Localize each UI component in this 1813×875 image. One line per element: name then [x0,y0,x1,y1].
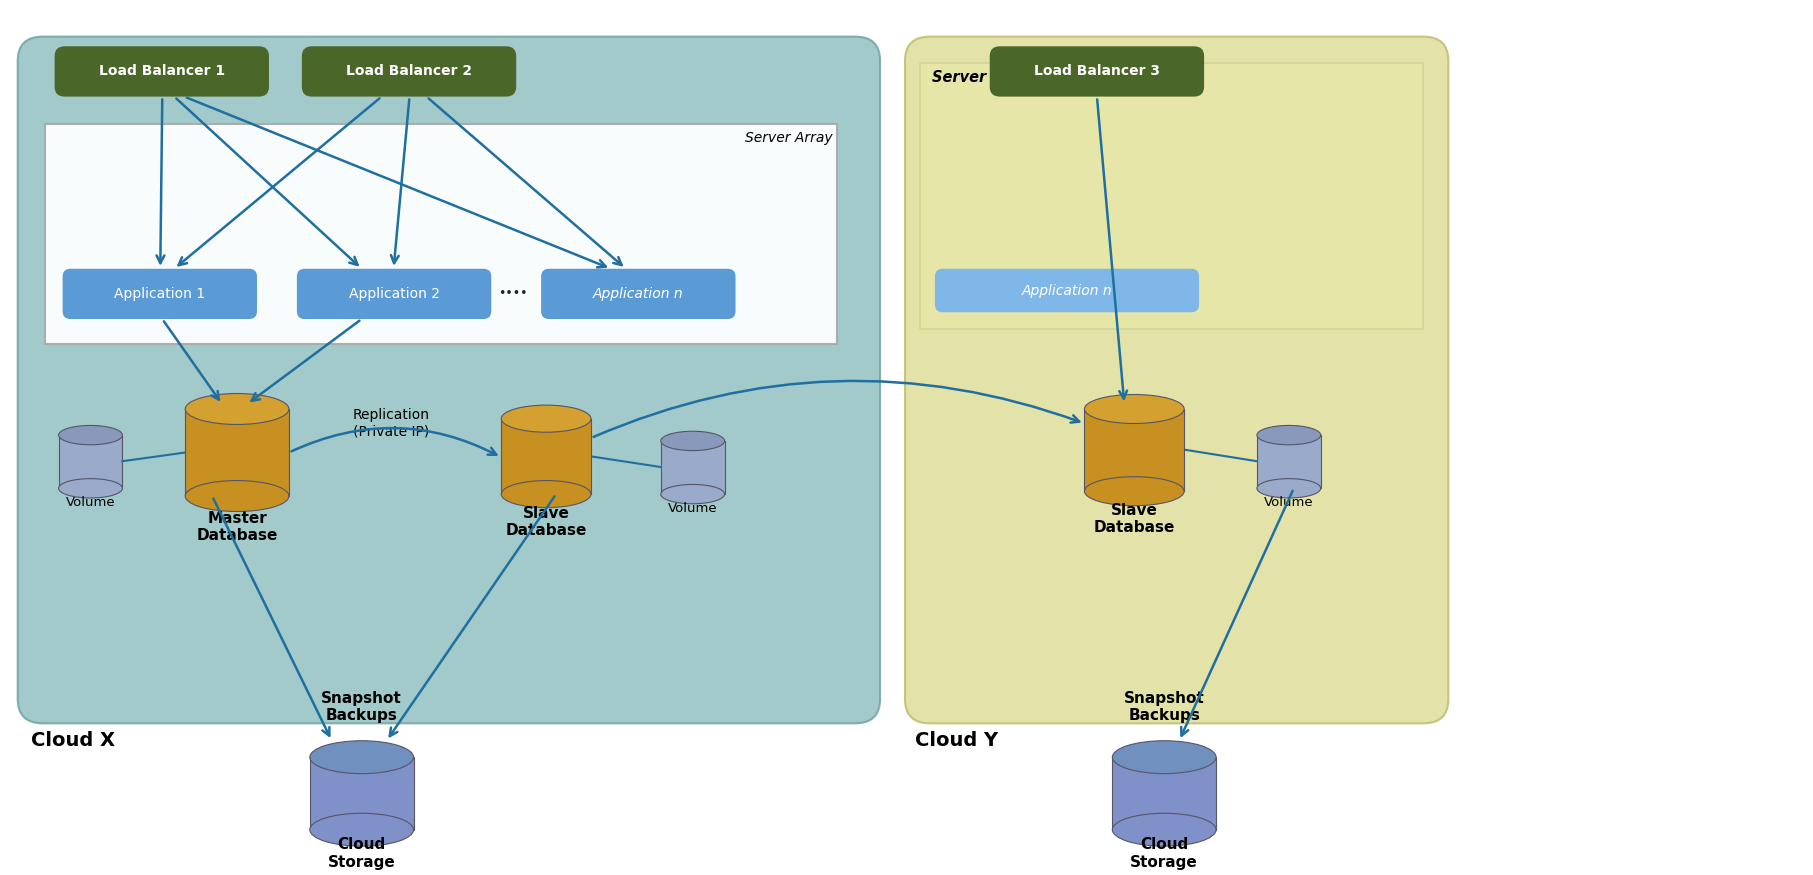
Bar [919,63,1423,329]
FancyBboxPatch shape [301,46,517,96]
Ellipse shape [500,405,591,432]
Text: Cloud X: Cloud X [31,732,114,750]
Bar [45,123,838,344]
Ellipse shape [1084,477,1184,506]
FancyBboxPatch shape [18,37,879,724]
Bar [660,441,725,494]
Text: Cloud Y: Cloud Y [916,732,999,750]
Text: Snapshot
Backups: Snapshot Backups [321,691,402,724]
FancyBboxPatch shape [905,37,1449,724]
Text: Application n: Application n [1023,284,1113,298]
Text: ••••: •••• [499,287,528,300]
Ellipse shape [1113,741,1217,774]
Ellipse shape [310,741,413,774]
Text: Volume: Volume [667,502,718,514]
Bar [1084,409,1184,491]
Ellipse shape [185,480,288,512]
Bar [185,409,288,496]
FancyBboxPatch shape [936,269,1198,312]
Bar [310,757,413,830]
Text: Application n: Application n [593,287,684,301]
Text: Application 1: Application 1 [114,287,205,301]
Text: Load Balancer 1: Load Balancer 1 [98,65,225,79]
Ellipse shape [1113,813,1217,846]
Ellipse shape [310,813,413,846]
FancyBboxPatch shape [63,269,257,319]
Text: Load Balancer 3: Load Balancer 3 [1033,65,1160,79]
Text: Cloud
Storage: Cloud Storage [1129,837,1198,870]
Text: Volume: Volume [1264,496,1314,509]
Ellipse shape [1256,479,1320,498]
Text: Slave
Database: Slave Database [1093,503,1175,536]
Bar [1256,435,1320,488]
FancyBboxPatch shape [297,269,491,319]
Ellipse shape [500,480,591,508]
Ellipse shape [660,485,725,504]
Bar [58,435,123,488]
FancyBboxPatch shape [540,269,736,319]
Text: Server Array: Server Array [745,131,832,145]
Ellipse shape [58,425,123,444]
Text: Replication
(Private IP): Replication (Private IP) [354,409,430,438]
Text: Master
Database: Master Database [196,510,277,543]
Ellipse shape [1256,425,1320,444]
Ellipse shape [660,431,725,451]
FancyBboxPatch shape [54,46,268,96]
Text: Application 2: Application 2 [348,287,439,301]
FancyBboxPatch shape [990,46,1204,96]
Text: Server Array: Server Array [932,71,1035,86]
Ellipse shape [185,394,288,424]
Text: Load Balancer 2: Load Balancer 2 [346,65,471,79]
Text: Cloud
Storage: Cloud Storage [328,837,395,870]
Text: Slave
Database: Slave Database [506,506,587,538]
Bar [500,418,591,494]
Bar [1113,757,1217,830]
Ellipse shape [1084,395,1184,424]
Ellipse shape [58,479,123,498]
Text: Snapshot
Backups: Snapshot Backups [1124,691,1204,724]
Text: Volume: Volume [65,496,116,509]
